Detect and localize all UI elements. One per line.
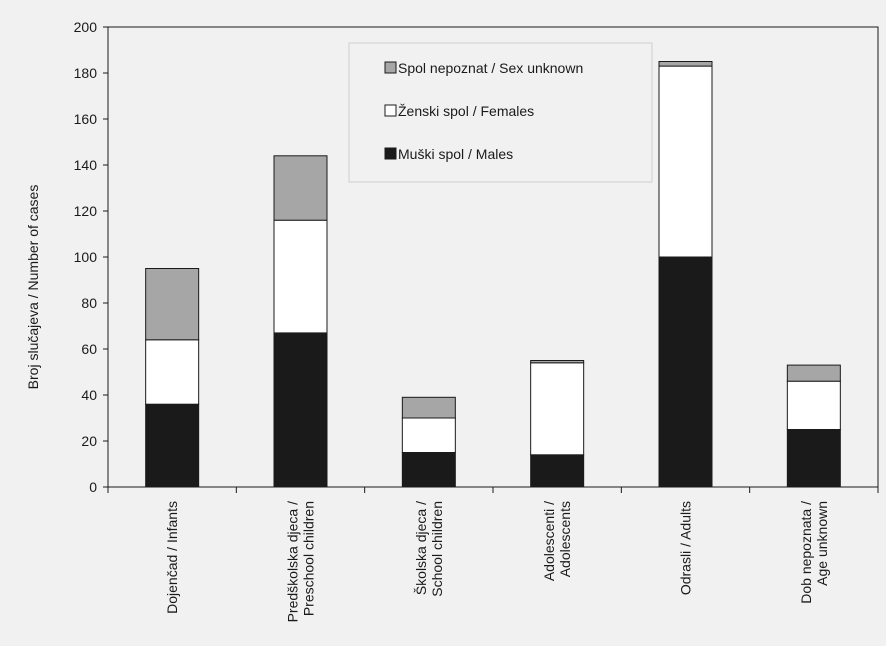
x-tick-label: Adolescenti / <box>541 501 557 581</box>
x-tick-label: Dob nepoznata / <box>798 501 814 604</box>
legend-swatch <box>384 147 397 160</box>
bar-segment <box>145 403 200 488</box>
bar-segment <box>658 256 713 488</box>
bar-segment <box>145 268 200 341</box>
bar-segment <box>786 380 841 431</box>
bar-stack <box>145 268 200 488</box>
bar-segment <box>530 362 585 456</box>
bar-segment <box>401 396 456 419</box>
x-tick-label: School children <box>429 501 445 597</box>
x-tick-label: Adolescents <box>557 501 573 577</box>
y-tick-label: 100 <box>74 249 98 265</box>
bar-segment <box>530 454 585 488</box>
y-axis: 0 20 40 60 80 100 120 140 160 180 200 <box>74 19 108 495</box>
y-tick-label: 0 <box>89 479 97 495</box>
y-tick-label: 160 <box>74 111 98 127</box>
x-tick-label: Školska djeca / <box>413 501 429 595</box>
y-tick-label: 40 <box>81 387 97 403</box>
legend-swatch <box>384 61 397 74</box>
bar-stack <box>401 396 456 488</box>
y-axis-title: Broj slučajeva / Number of cases <box>25 185 41 390</box>
bar-segment <box>401 452 456 488</box>
bar-segment <box>658 65 713 258</box>
legend-entry: Ženski spol / Females <box>398 103 534 119</box>
y-tick-label: 200 <box>74 19 98 35</box>
legend-swatch <box>384 104 397 117</box>
x-tick-label: Odrasli / Adults <box>678 501 694 595</box>
bar-segment <box>658 61 713 67</box>
bar-segment <box>401 417 456 453</box>
bar-segment <box>530 360 585 364</box>
y-tick-label: 20 <box>81 433 97 449</box>
bar-stack <box>273 155 328 488</box>
y-tick-label: 140 <box>74 157 98 173</box>
legend-entry: Muški spol / Males <box>398 146 513 162</box>
bar-segment <box>145 339 200 405</box>
bar-segment <box>273 219 328 334</box>
x-tick-label: Preschool children <box>301 501 317 616</box>
y-tick-label: 180 <box>74 65 98 81</box>
x-tick-label: Dojenčad / Infants <box>164 501 180 614</box>
legend-entry: Spol nepoznat / Sex unknown <box>398 60 583 76</box>
x-tick-label: Age unknown <box>814 501 830 586</box>
legend-box <box>348 42 653 183</box>
bar-segment <box>273 332 328 488</box>
y-tick-label: 120 <box>74 203 98 219</box>
bar-stack <box>658 61 713 488</box>
y-tick-label: 60 <box>81 341 97 357</box>
bars <box>145 61 841 488</box>
bar-segment <box>273 155 328 221</box>
bar-stack <box>786 364 841 488</box>
bar-segment <box>786 429 841 488</box>
legend: Spol nepoznat / Sex unknown Ženski spol /… <box>348 42 653 183</box>
bar-segment <box>786 364 841 382</box>
x-tick-label: Predškolska djeca / <box>285 501 301 623</box>
y-tick-label: 80 <box>81 295 97 311</box>
x-axis: Dojenčad / Infants Predškolska djeca / Pre… <box>107 487 879 623</box>
bar-stack <box>530 360 585 488</box>
